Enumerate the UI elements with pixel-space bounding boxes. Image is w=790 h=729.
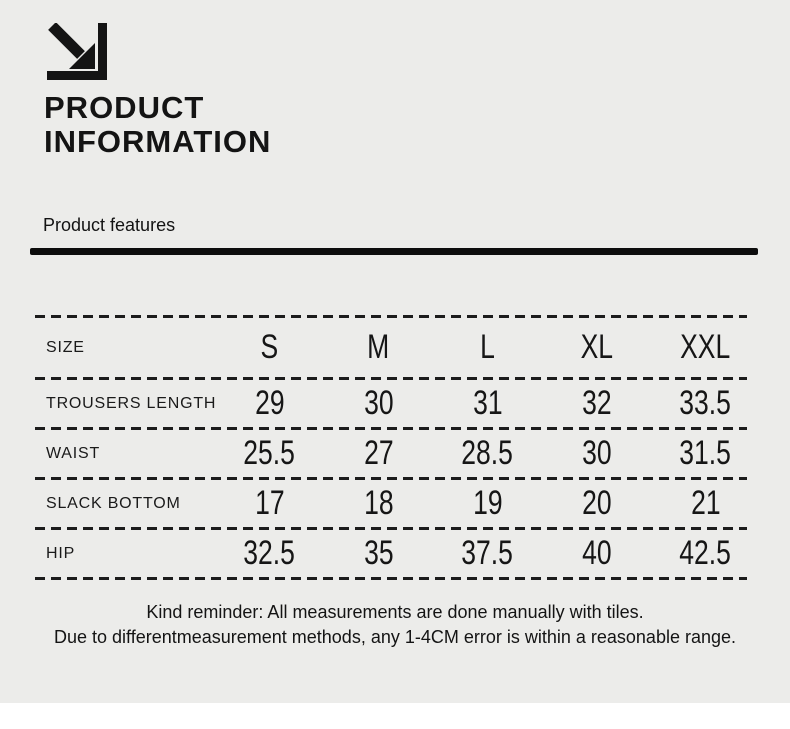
size-col-header-m: M xyxy=(367,328,390,366)
measurement-value: 29 xyxy=(254,384,285,422)
measurement-value: 19 xyxy=(472,484,503,522)
reminder-line2: Due to differentmeasurement methods, any… xyxy=(53,627,736,647)
measurement-value: 37.5 xyxy=(461,534,514,572)
arrow-down-right-corner-icon xyxy=(47,22,107,80)
table-dash-line xyxy=(35,377,747,380)
measurement-value: 30 xyxy=(581,434,612,472)
measurement-value: 32.5 xyxy=(243,534,296,572)
page-title-line1: PRODUCT xyxy=(44,90,205,125)
section-divider-rule xyxy=(30,248,758,255)
measurement-value: 40 xyxy=(581,534,612,572)
measurement-value: 35 xyxy=(363,534,394,572)
table-dash-line xyxy=(35,315,747,318)
measurement-value: 31.5 xyxy=(679,434,732,472)
table-dash-line xyxy=(35,427,747,430)
measurement-value: 18 xyxy=(363,484,394,522)
size-chart-table: SIZE S M L XL XXL TROUSERS LENGTH 29 30 … xyxy=(35,315,760,580)
product-features-label: Product features xyxy=(43,215,176,235)
table-dash-line xyxy=(35,477,747,480)
measurement-value: 27 xyxy=(363,434,394,472)
row-label: HIP xyxy=(46,544,76,562)
measurement-value: 20 xyxy=(581,484,612,522)
table-row-waist: WAIST 25.5 27 28.5 30 31.5 xyxy=(35,430,760,477)
size-col-header-l: L xyxy=(480,328,495,366)
table-row-slack-bottom: SLACK BOTTOM 17 18 19 20 21 xyxy=(35,480,760,527)
row-label: WAIST xyxy=(46,444,101,462)
table-dash-line xyxy=(35,577,747,580)
row-label: TROUSERS LENGTH xyxy=(46,394,217,412)
measurement-value: 17 xyxy=(254,484,285,522)
measurement-value: 28.5 xyxy=(461,434,514,472)
reminder-line1: Kind reminder: All measurements are done… xyxy=(146,602,644,622)
table-row-hip: HIP 32.5 35 37.5 40 42.5 xyxy=(35,530,760,577)
measurement-value: 30 xyxy=(363,384,394,422)
size-col-header-xl: XL xyxy=(580,328,613,366)
page-title: PRODUCT INFORMATION xyxy=(44,91,271,159)
measurement-value: 33.5 xyxy=(679,384,732,422)
table-row-trousers-length: TROUSERS LENGTH 29 30 31 32 33.5 xyxy=(35,380,760,427)
product-info-panel: PRODUCT INFORMATION Product features SIZ… xyxy=(0,0,790,703)
table-dash-line xyxy=(35,527,747,530)
measurement-value: 42.5 xyxy=(679,534,732,572)
measurement-value: 21 xyxy=(690,484,721,522)
measurement-value: 32 xyxy=(581,384,612,422)
size-col-header-s: S xyxy=(260,328,279,366)
measurement-value: 25.5 xyxy=(243,434,296,472)
size-header-label: SIZE xyxy=(46,338,85,356)
page-title-line2: INFORMATION xyxy=(44,124,272,159)
measurement-value: 31 xyxy=(472,384,503,422)
size-col-header-xxl: XXL xyxy=(680,328,731,366)
size-header-row: SIZE S M L XL XXL xyxy=(35,318,760,377)
row-label: SLACK BOTTOM xyxy=(46,494,181,512)
kind-reminder-text: Kind reminder: All measurements are done… xyxy=(0,600,790,650)
